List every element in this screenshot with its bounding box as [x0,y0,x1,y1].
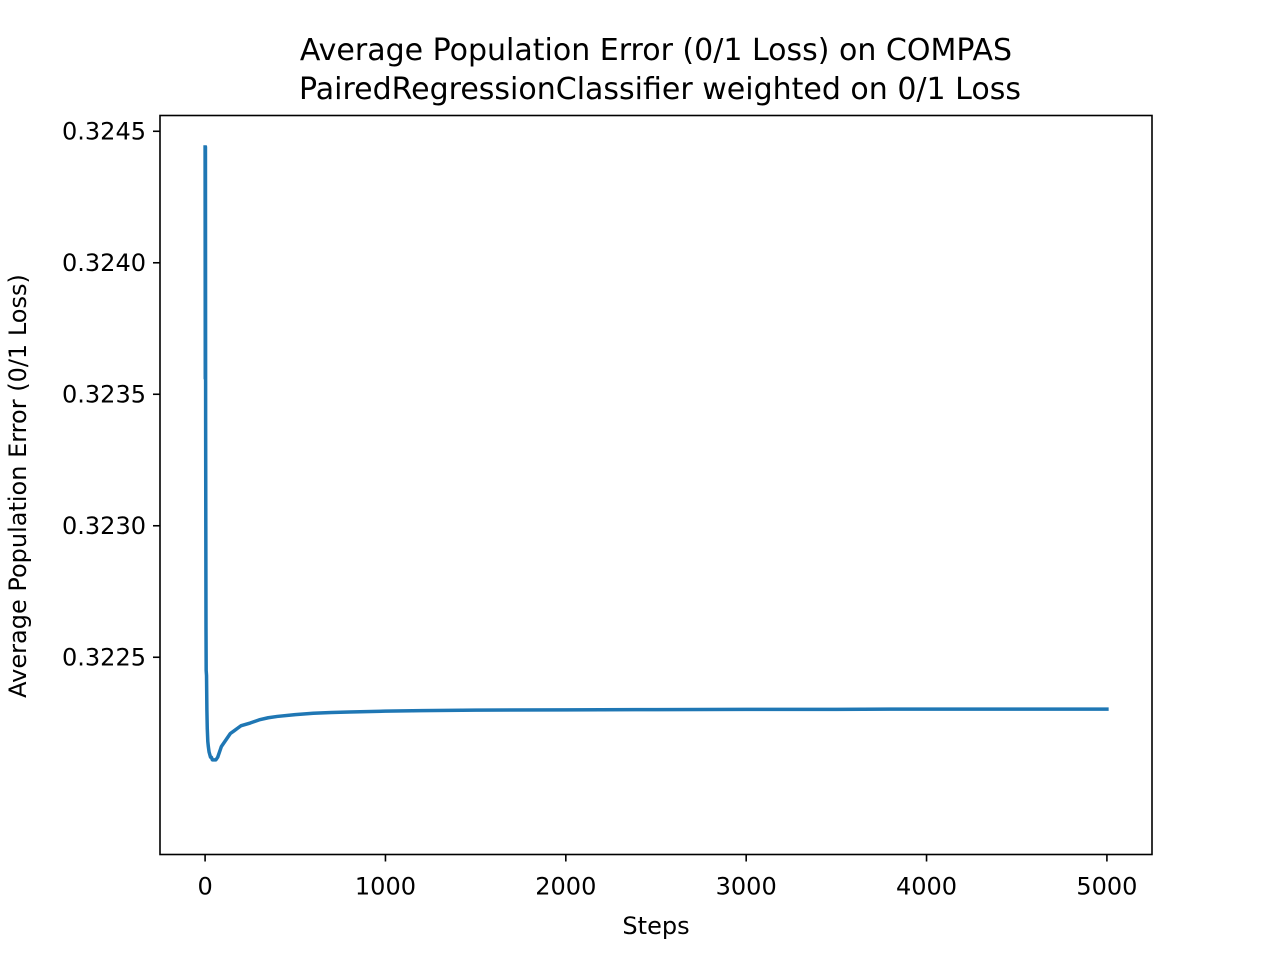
x-axis-label: Steps [622,912,689,940]
x-tick-label: 4000 [896,873,957,901]
y-axis-ticks: 0.3225 0.3230 0.3235 0.3240 0.3245 [62,117,160,671]
x-tick-label: 5000 [1076,873,1137,901]
x-tick-label: 3000 [716,873,777,901]
y-axis-label: Average Population Error (0/1 Loss) [4,274,32,698]
y-tick-label: 0.3245 [62,117,146,145]
x-tick-label: 2000 [535,873,596,901]
plot-area [159,114,1153,856]
line-layer [203,145,1109,762]
x-tick-label: 1000 [355,873,416,901]
y-tick-label: 0.3225 [62,643,146,671]
chart-subtitle: PairedRegressionClassifier weighted on 0… [299,72,1021,107]
x-axis-ticks: 0 1000 2000 3000 4000 5000 [197,854,1137,901]
y-tick-label: 0.3230 [62,512,146,540]
series-line-0 [203,145,1109,762]
axes-frame [159,114,1153,856]
x-tick-label: 0 [197,873,212,901]
y-tick-label: 0.3235 [62,380,146,408]
chart-title: Average Population Error (0/1 Loss) on C… [300,33,1012,68]
y-tick-label: 0.3240 [62,249,146,277]
